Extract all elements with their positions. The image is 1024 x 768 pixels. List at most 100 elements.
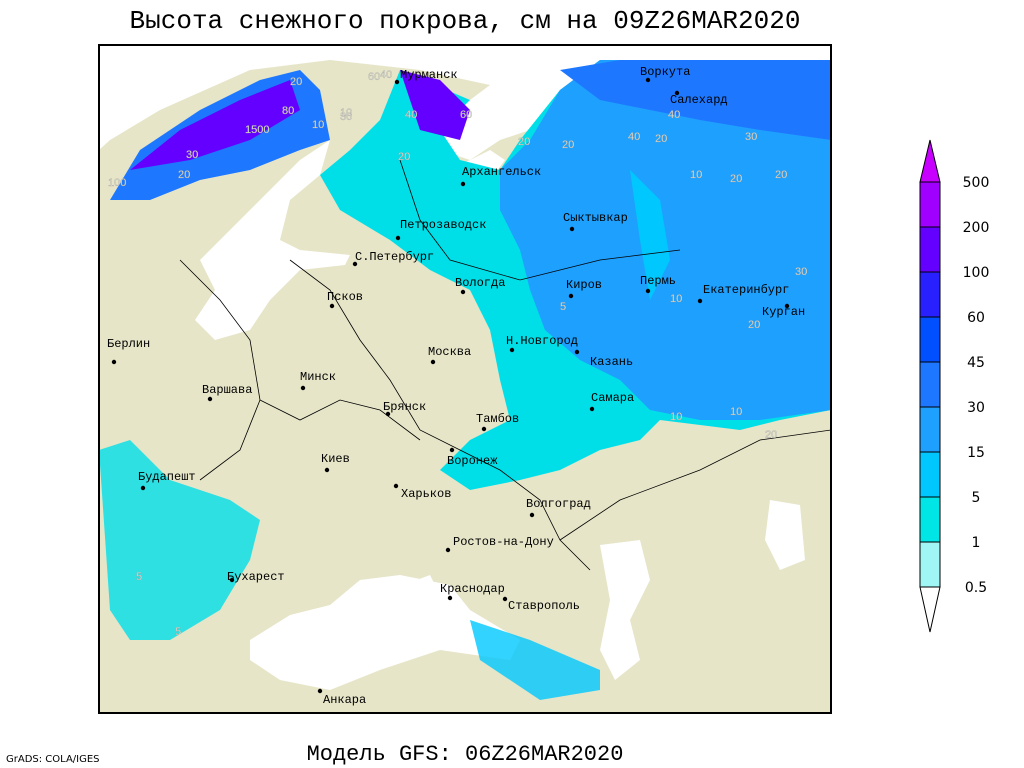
city-label: Вологда <box>455 276 505 290</box>
city-label: Бухарест <box>227 570 285 584</box>
city-label: Н.Новгород <box>506 334 578 348</box>
colorbar-box <box>919 496 941 543</box>
colorbar-box <box>919 316 941 363</box>
contour-label: 20 <box>775 169 787 181</box>
caucasus-snow <box>470 620 600 700</box>
contour-label: 40 <box>380 69 392 81</box>
colorbar-label: 500 <box>963 175 990 191</box>
city-dot <box>589 406 595 412</box>
azov-sea <box>390 575 440 605</box>
contour-label: 10 <box>670 411 682 423</box>
city-label: Псков <box>327 290 363 304</box>
contour-label: 30 <box>795 266 807 278</box>
city-dot <box>460 289 466 295</box>
contour-label: 40 <box>628 131 640 143</box>
city-label: Воронеж <box>447 454 498 468</box>
city-label: Воркута <box>640 65 690 79</box>
contour-label: 60 <box>368 71 380 83</box>
contour-label: 5 <box>175 626 181 638</box>
black-sea <box>250 575 520 690</box>
city-label: Харьков <box>401 487 451 501</box>
city-label: Екатеринбург <box>703 283 789 297</box>
colorbar-triangle <box>919 139 941 183</box>
colorbar-label: 1 <box>972 535 981 551</box>
urals-snow <box>630 170 670 300</box>
carpathian-snow <box>99 440 260 640</box>
city-label: С.Петербург <box>355 250 434 264</box>
colorbar-label: 30 <box>967 400 985 416</box>
contour-label: 10 <box>670 293 682 305</box>
city-label: Курган <box>762 305 805 319</box>
city-dot <box>394 79 400 85</box>
colorbar-label: 60 <box>967 310 985 326</box>
map: Мурманск Воркута Салехард Архангельск Петроз… <box>99 45 831 713</box>
city-dot <box>393 483 399 489</box>
colorbar-box <box>919 541 941 588</box>
city-dot <box>509 347 515 353</box>
city-dot <box>529 512 535 518</box>
kola-snow <box>400 70 470 140</box>
colorbar-box <box>919 181 941 228</box>
city-dot <box>697 298 703 304</box>
city-dot <box>229 577 235 583</box>
borders <box>179 159 831 571</box>
city-dot <box>645 288 651 294</box>
city-label: Минск <box>300 370 336 384</box>
city-label: Будапешт <box>138 470 196 484</box>
city-label: Ставрополь <box>508 599 580 613</box>
city-label: Архангельск <box>462 165 541 179</box>
city-label: Пермь <box>640 274 676 288</box>
city-dot <box>502 596 508 602</box>
contour-label: 10 <box>340 107 352 119</box>
city-dot <box>481 426 487 432</box>
city-dot <box>352 261 358 267</box>
colorbar-triangle <box>919 586 941 633</box>
colorbar-box <box>919 226 941 273</box>
city-dot <box>784 303 790 309</box>
colorbar-box <box>919 361 941 408</box>
contour-label: 20 <box>748 319 760 331</box>
city-dot <box>385 411 391 417</box>
contour-label: 20 <box>730 173 742 185</box>
colorbar-box <box>919 271 941 318</box>
city-label: Брянск <box>383 400 426 414</box>
colorbar-label: 15 <box>967 445 985 461</box>
contour-label: 20 <box>518 136 530 148</box>
city-dot <box>324 467 330 473</box>
contour-label: 30 <box>186 149 198 161</box>
baltic-sea <box>195 140 350 340</box>
contour-label: 60 <box>460 109 472 121</box>
contour-label: 1500 <box>245 124 269 136</box>
city-dot <box>430 359 436 365</box>
map-labels: Мурманск Воркута Салехард Архангельск Петроз… <box>107 65 807 707</box>
snow-deep-blue <box>560 60 831 140</box>
city-dot <box>395 235 401 241</box>
city-label: Мурманск <box>400 68 458 82</box>
contour-label: 20 <box>290 76 302 88</box>
city-label: Киев <box>321 452 350 466</box>
city-dot <box>460 181 466 187</box>
city-dot <box>447 595 453 601</box>
city-label: Киров <box>566 278 602 292</box>
contour-label: 30 <box>340 111 352 123</box>
city-label: Москва <box>428 345 471 359</box>
city-label: Краснодар <box>440 582 505 596</box>
city-label: Казань <box>590 355 633 369</box>
title: Высота снежного покрова, см на 09Z26MAR2… <box>130 6 801 36</box>
contour-label: 20 <box>562 139 574 151</box>
city-dot <box>674 90 680 96</box>
scandinavia-deep <box>130 80 300 170</box>
city-dot <box>140 485 146 491</box>
city-dot <box>574 349 580 355</box>
contour-label: 10 <box>690 169 702 181</box>
city-label: Самара <box>591 391 634 405</box>
aral-sea <box>765 500 805 570</box>
city-dot <box>449 447 455 453</box>
city-dot <box>300 385 306 391</box>
city-label: Варшава <box>202 383 252 397</box>
border <box>259 399 421 441</box>
contour-label: 40 <box>668 109 680 121</box>
